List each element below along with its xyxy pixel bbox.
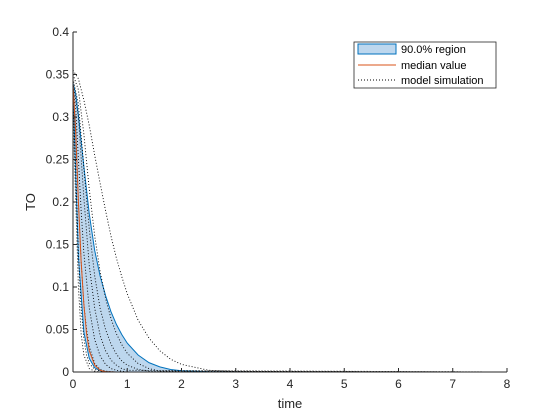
y-tick-label-5: 0.25 <box>46 153 70 167</box>
y-tick-label-8: 0.4 <box>52 25 69 39</box>
simulation-line-5 <box>72 87 507 373</box>
simulation-line-3 <box>72 78 508 373</box>
legend-label-region: 90.0% region <box>401 44 466 56</box>
x-tick-label-3: 3 <box>232 377 239 391</box>
plot-area <box>72 70 508 373</box>
legend-label-simulation: model simulation <box>401 75 484 87</box>
y-tick-label-2: 0.1 <box>52 280 69 294</box>
simulation-line-4 <box>72 82 508 373</box>
x-tick-label-0: 0 <box>70 377 77 391</box>
region-lower-edge <box>72 82 507 373</box>
axes: 0 1 2 3 4 5 6 7 8 0 0.05 0.1 0.15 0.2 0.25 0.3 0.35 0.4 <box>46 25 511 391</box>
y-tick-label-4: 0.2 <box>52 195 69 209</box>
y-tick-label-0: 0 <box>62 365 69 379</box>
y-tick-label-7: 0.35 <box>46 68 70 82</box>
simulation-line-6 <box>72 91 507 373</box>
y-tick-label-6: 0.3 <box>52 110 69 124</box>
x-tick-label-6: 6 <box>395 377 402 391</box>
x-tick-label-7: 7 <box>449 377 456 391</box>
legend-label-median: median value <box>401 60 466 72</box>
simulation-line-2 <box>72 74 508 373</box>
x-tick-label-8: 8 <box>504 377 511 391</box>
x-axis-label: time <box>278 396 303 411</box>
y-tick-label-1: 0.05 <box>46 323 70 337</box>
y-tick-label-3: 0.15 <box>46 238 70 252</box>
x-tick-label-5: 5 <box>341 377 348 391</box>
median-line <box>72 82 507 373</box>
y-axis-label: TO <box>23 193 38 211</box>
legend: 90.0% region median value model simulati… <box>353 41 497 89</box>
x-tick-label-4: 4 <box>287 377 294 391</box>
x-tick-label-2: 2 <box>178 377 185 391</box>
simulation-line-7 <box>72 99 507 373</box>
legend-swatch-region <box>357 43 397 55</box>
x-tick-label-1: 1 <box>124 377 131 391</box>
simulation-line-8 <box>72 108 507 373</box>
region-band <box>73 83 507 372</box>
simulation-line-1 <box>72 70 508 373</box>
region-upper-edge <box>72 82 507 373</box>
